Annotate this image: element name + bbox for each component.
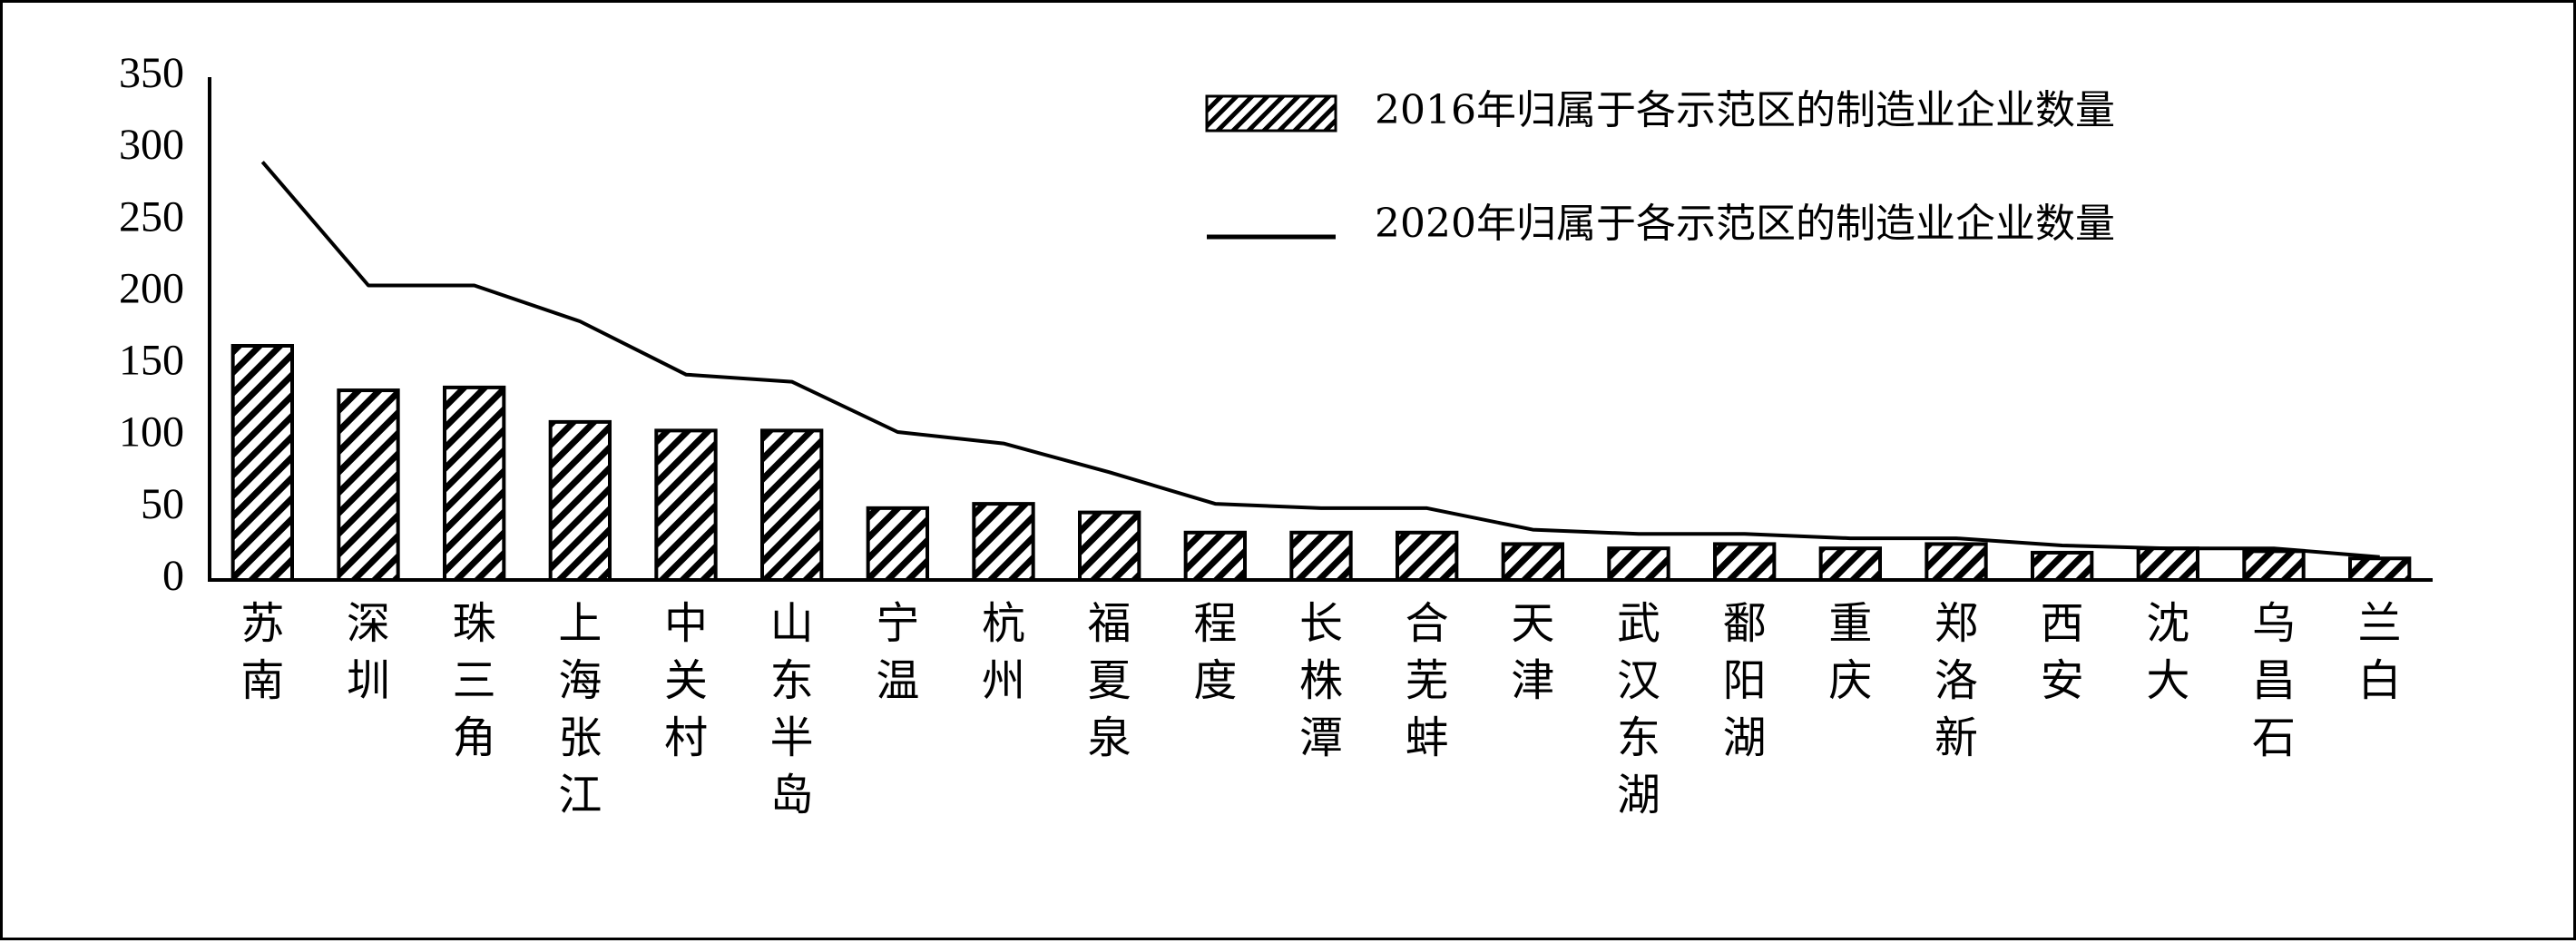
bar (2244, 551, 2303, 580)
x-category-label: 重庆 (1828, 598, 1872, 706)
bar (656, 430, 715, 580)
legend: 2016年归属于各示范区的制造业企业数量 2020年归属于各示范区的制造业企业数… (1207, 87, 2115, 247)
x-category-label: 鄱阳湖 (1723, 598, 1767, 763)
y-tick-label: 100 (119, 408, 184, 457)
x-category-label: 沈大 (2146, 598, 2189, 706)
x-category-label: 宁温 (876, 598, 919, 706)
x-category-label: 山东半岛 (770, 598, 814, 820)
x-category-label: 杭州 (982, 598, 1025, 706)
bar (762, 430, 821, 580)
y-tick-labels: 350 300 250 200 150 100 50 0 (119, 49, 184, 600)
x-category-label: 上海张江 (558, 598, 602, 820)
x-category-label: 武汉东湖 (1617, 598, 1660, 820)
axes (208, 77, 2433, 582)
y-tick-label: 350 (119, 49, 184, 97)
bar (338, 390, 397, 580)
x-category-label: 长株潭 (1299, 598, 1343, 763)
bar (551, 422, 610, 580)
x-category-label: 珠三角 (453, 598, 496, 763)
y-tick-label: 50 (141, 480, 184, 528)
x-category-label: 苏南 (240, 598, 284, 706)
bar (1080, 513, 1139, 580)
x-category-label: 福夏泉 (1088, 598, 1131, 763)
x-category-label: 乌昌石 (2252, 598, 2296, 763)
y-tick-label: 250 (119, 192, 184, 241)
bar (1397, 533, 1456, 580)
x-category-label: 合芜蚌 (1406, 598, 1449, 763)
bar (1821, 548, 1880, 580)
y-tick-label: 0 (162, 552, 184, 600)
bar (868, 508, 927, 580)
legend-line-label: 2020年归属于各示范区的制造业企业数量 (1375, 201, 2115, 247)
y-tick-label: 200 (119, 264, 184, 312)
bar (1503, 544, 1562, 580)
x-category-label: 天津 (1511, 598, 1554, 706)
bar (2032, 553, 2091, 580)
bar (1291, 533, 1350, 580)
x-category-label: 郑洛新 (1934, 598, 1978, 763)
bar (974, 504, 1033, 580)
bar (233, 346, 292, 580)
x-category-label: 兰白 (2358, 598, 2402, 706)
legend-bar-swatch (1207, 96, 1336, 131)
bar (1926, 544, 1985, 580)
bar (1609, 548, 1668, 580)
x-category-label: 深圳 (347, 598, 390, 706)
y-tick-label: 300 (119, 121, 184, 169)
bar (1715, 544, 1774, 580)
bar (2350, 558, 2409, 580)
bar (1186, 533, 1245, 580)
legend-bar-label: 2016年归属于各示范区的制造业企业数量 (1375, 87, 2115, 133)
x-category-label: 程度 (1193, 598, 1237, 706)
y-tick-label: 150 (119, 337, 184, 385)
bar (2139, 548, 2198, 580)
x-category-label: 中关村 (664, 598, 708, 763)
x-category-label: 西安 (2041, 598, 2084, 706)
bar (445, 388, 504, 580)
